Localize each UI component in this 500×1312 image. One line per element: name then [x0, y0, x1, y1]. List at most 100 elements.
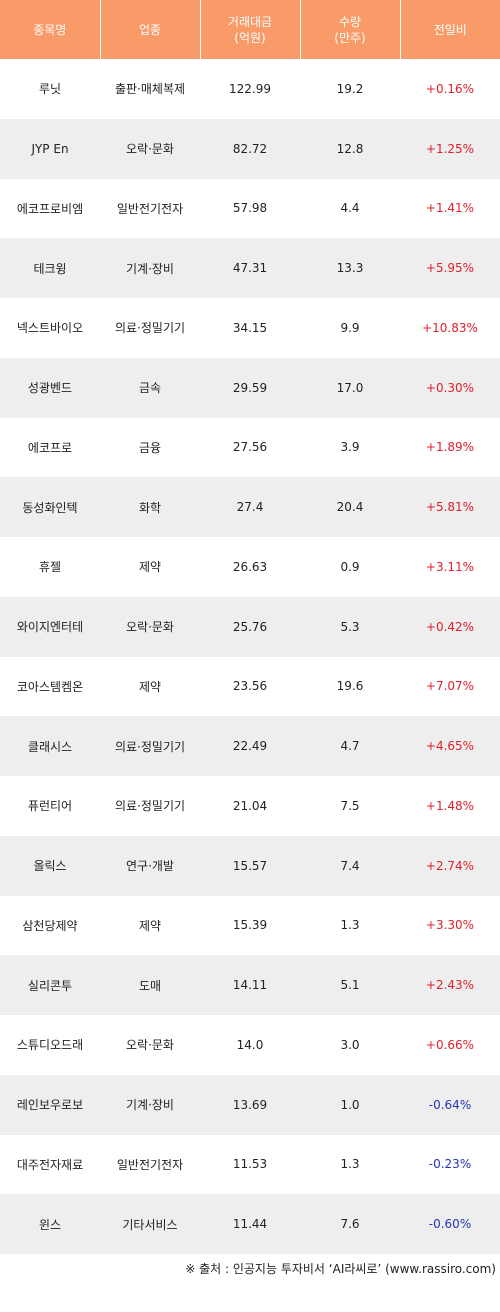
table-row: 실리콘투 도매 14.11 5.1 +2.43%	[0, 955, 500, 1015]
cell-sector: 화학	[100, 477, 200, 537]
cell-change: +2.43%	[400, 955, 500, 1015]
cell-sector: 의료·정밀기기	[100, 298, 200, 358]
cell-name: 넥스트바이오	[0, 298, 100, 358]
cell-amount: 122.99	[200, 59, 300, 119]
cell-amount: 23.56	[200, 656, 300, 717]
cell-change: +0.42%	[400, 596, 500, 657]
cell-sector: 오락·문화	[100, 596, 200, 657]
cell-amount: 15.57	[200, 835, 300, 896]
cell-amount: 14.0	[200, 1015, 300, 1075]
table-row: 코아스템켐온 제약 23.56 19.6 +7.07%	[0, 656, 500, 717]
cell-volume: 3.9	[300, 417, 400, 478]
cell-change: +3.30%	[400, 895, 500, 956]
cell-name: 올릭스	[0, 835, 100, 896]
cell-volume: 4.7	[300, 716, 400, 776]
cell-name: 성광벤드	[0, 357, 100, 418]
cell-change: +2.74%	[400, 835, 500, 896]
cell-change: +3.11%	[400, 537, 500, 597]
cell-change: +1.48%	[400, 776, 500, 836]
cell-amount: 27.56	[200, 417, 300, 478]
cell-name: 휴젤	[0, 537, 100, 597]
table-row: 에코프로 금융 27.56 3.9 +1.89%	[0, 417, 500, 478]
cell-name: 코아스템켐온	[0, 656, 100, 717]
cell-name: 스튜디오드래	[0, 1015, 100, 1075]
cell-sector: 기계·장비	[100, 238, 200, 298]
cell-change: -0.60%	[400, 1194, 500, 1254]
header-amount-line1: 거래대금	[227, 14, 273, 29]
cell-change: +5.81%	[400, 477, 500, 537]
table-row: 휴젤 제약 26.63 0.9 +3.11%	[0, 537, 500, 597]
cell-sector: 오락·문화	[100, 118, 200, 179]
cell-change: +5.95%	[400, 238, 500, 298]
header-volume-line2: (만주)	[334, 30, 366, 45]
header-change: 전일비	[400, 0, 500, 59]
header-volume: 수량 (만주)	[300, 0, 401, 59]
cell-name: 실리콘투	[0, 955, 100, 1015]
cell-volume: 1.3	[300, 1134, 400, 1195]
cell-amount: 57.98	[200, 178, 300, 239]
cell-amount: 11.44	[200, 1194, 300, 1254]
cell-name: 와이지엔터테	[0, 596, 100, 657]
table-row: 대주전자재료 일반전기전자 11.53 1.3 -0.23%	[0, 1134, 500, 1195]
cell-change: -0.64%	[400, 1074, 500, 1135]
cell-sector: 일반전기전자	[100, 1134, 200, 1195]
cell-volume: 0.9	[300, 537, 400, 597]
cell-volume: 19.2	[300, 59, 400, 119]
cell-volume: 20.4	[300, 477, 400, 537]
cell-name: 대주전자재료	[0, 1134, 100, 1195]
cell-sector: 제약	[100, 656, 200, 717]
cell-amount: 26.63	[200, 537, 300, 597]
table-row: JYP En 오락·문화 82.72 12.8 +1.25%	[0, 118, 500, 179]
cell-volume: 3.0	[300, 1015, 400, 1075]
header-sector: 업종	[100, 0, 201, 59]
cell-amount: 27.4	[200, 477, 300, 537]
cell-change: -0.23%	[400, 1134, 500, 1195]
table-body: 루닛 출판·매체복제 122.99 19.2 +0.16% JYP En 오락·문화 82.7…	[0, 59, 500, 1254]
table-row: 스튜디오드래 오락·문화 14.0 3.0 +0.66%	[0, 1015, 500, 1075]
cell-amount: 14.11	[200, 955, 300, 1015]
cell-change: +7.07%	[400, 656, 500, 717]
cell-volume: 4.4	[300, 178, 400, 239]
cell-volume: 7.6	[300, 1194, 400, 1254]
cell-volume: 5.3	[300, 596, 400, 657]
cell-sector: 제약	[100, 537, 200, 597]
table-row: 성광벤드 금속 29.59 17.0 +0.30%	[0, 357, 500, 418]
cell-name: 클래시스	[0, 716, 100, 776]
header-amount: 거래대금 (억원)	[200, 0, 301, 59]
cell-name: 삼천당제약	[0, 895, 100, 956]
header-volume-line1: 수량	[338, 14, 362, 29]
cell-name: 에코프로비엠	[0, 178, 100, 239]
cell-change: +0.66%	[400, 1015, 500, 1075]
cell-volume: 12.8	[300, 118, 400, 179]
cell-amount: 82.72	[200, 118, 300, 179]
cell-sector: 금속	[100, 357, 200, 418]
cell-sector: 기계·장비	[100, 1074, 200, 1135]
table-row: 올릭스 연구·개발 15.57 7.4 +2.74%	[0, 835, 500, 896]
cell-amount: 47.31	[200, 238, 300, 298]
cell-change: +4.65%	[400, 716, 500, 776]
table-row: 윈스 기타서비스 11.44 7.6 -0.60%	[0, 1194, 500, 1254]
cell-amount: 11.53	[200, 1134, 300, 1195]
cell-name: 퓨런티어	[0, 776, 100, 836]
cell-sector: 기타서비스	[100, 1194, 200, 1254]
table-row: 테크윙 기계·장비 47.31 13.3 +5.95%	[0, 238, 500, 298]
cell-change: +1.41%	[400, 178, 500, 239]
source-note: ※ 출처 : 인공지능 투자비서 ‘AI라씨로’ (www.rassiro.co…	[185, 1262, 496, 1276]
table-row: 삼천당제약 제약 15.39 1.3 +3.30%	[0, 895, 500, 956]
cell-sector: 연구·개발	[100, 835, 200, 896]
cell-volume: 17.0	[300, 357, 400, 418]
table-row: 동성화인텍 화학 27.4 20.4 +5.81%	[0, 477, 500, 537]
cell-amount: 29.59	[200, 357, 300, 418]
table-header: 종목명 업종 거래대금 (억원) 수량 (만주) 전일비	[0, 0, 500, 59]
trading-volume-table: 종목명 업종 거래대금 (억원) 수량 (만주) 전일비 루닛 출판·매체복제 12…	[0, 0, 500, 1254]
table-row: 와이지엔터테 오락·문화 25.76 5.3 +0.42%	[0, 596, 500, 657]
cell-sector: 오락·문화	[100, 1015, 200, 1075]
cell-volume: 1.0	[300, 1074, 400, 1135]
cell-amount: 25.76	[200, 596, 300, 657]
cell-change: +10.83%	[400, 298, 500, 358]
cell-volume: 9.9	[300, 298, 400, 358]
cell-name: 레인보우로보	[0, 1074, 100, 1135]
cell-amount: 13.69	[200, 1074, 300, 1135]
cell-change: +0.16%	[400, 59, 500, 119]
